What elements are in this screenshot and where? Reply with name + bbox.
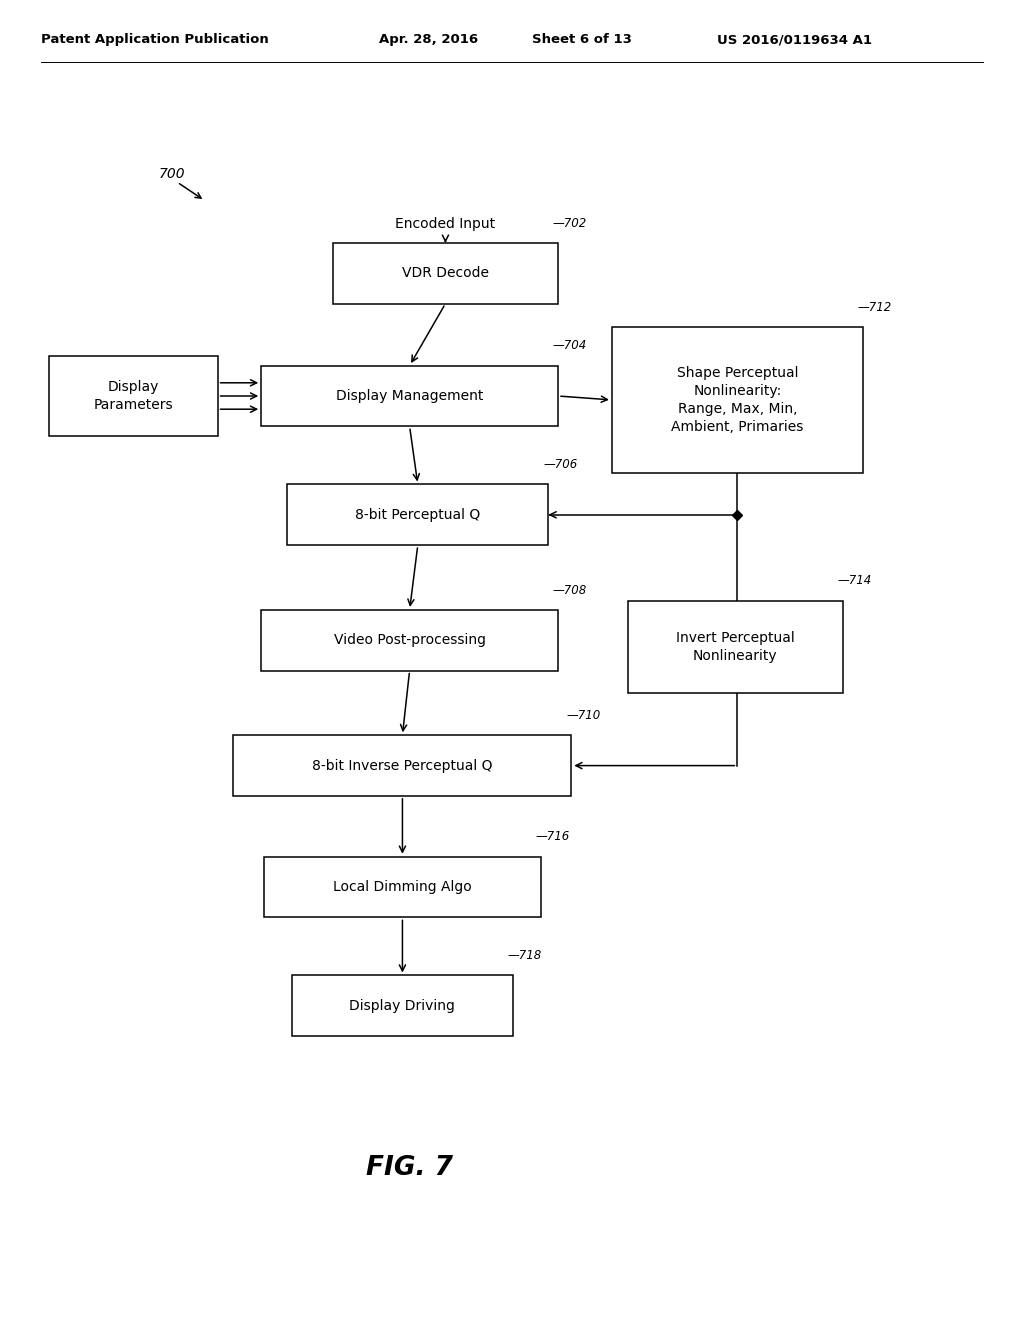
FancyBboxPatch shape xyxy=(287,484,549,545)
Text: —710: —710 xyxy=(566,709,600,722)
Text: —706: —706 xyxy=(543,458,578,471)
Text: Invert Perceptual
Nonlinearity: Invert Perceptual Nonlinearity xyxy=(676,631,795,663)
Text: —716: —716 xyxy=(536,830,569,843)
Text: —704: —704 xyxy=(553,339,587,352)
FancyBboxPatch shape xyxy=(628,601,843,693)
Text: US 2016/0119634 A1: US 2016/0119634 A1 xyxy=(717,33,871,46)
Text: FIG. 7: FIG. 7 xyxy=(367,1155,453,1181)
FancyBboxPatch shape xyxy=(233,735,571,796)
Text: Patent Application Publication: Patent Application Publication xyxy=(41,33,268,46)
Text: Display Driving: Display Driving xyxy=(349,999,456,1012)
Text: —714: —714 xyxy=(838,574,871,587)
FancyBboxPatch shape xyxy=(264,857,541,917)
Text: Encoded Input: Encoded Input xyxy=(395,218,496,231)
FancyBboxPatch shape xyxy=(49,356,218,436)
FancyBboxPatch shape xyxy=(261,610,558,671)
Text: Sheet 6 of 13: Sheet 6 of 13 xyxy=(532,33,633,46)
FancyBboxPatch shape xyxy=(333,243,558,304)
Text: Shape Perceptual
Nonlinearity:
Range, Max, Min,
Ambient, Primaries: Shape Perceptual Nonlinearity: Range, Ma… xyxy=(671,366,804,434)
FancyBboxPatch shape xyxy=(293,975,513,1036)
Text: Video Post-processing: Video Post-processing xyxy=(334,634,485,647)
Text: —702: —702 xyxy=(553,216,587,230)
Text: —712: —712 xyxy=(858,301,892,314)
Text: 8-bit Inverse Perceptual Q: 8-bit Inverse Perceptual Q xyxy=(312,759,493,772)
FancyBboxPatch shape xyxy=(261,366,558,426)
Text: —708: —708 xyxy=(553,583,587,597)
Text: 700: 700 xyxy=(159,168,185,181)
Text: Local Dimming Algo: Local Dimming Algo xyxy=(333,880,472,894)
Text: Apr. 28, 2016: Apr. 28, 2016 xyxy=(379,33,478,46)
Text: Display
Parameters: Display Parameters xyxy=(93,380,173,412)
Text: Display Management: Display Management xyxy=(336,389,483,403)
Text: VDR Decode: VDR Decode xyxy=(402,267,488,280)
Text: 8-bit Perceptual Q: 8-bit Perceptual Q xyxy=(355,508,480,521)
Text: —718: —718 xyxy=(508,949,542,962)
FancyBboxPatch shape xyxy=(611,327,862,473)
